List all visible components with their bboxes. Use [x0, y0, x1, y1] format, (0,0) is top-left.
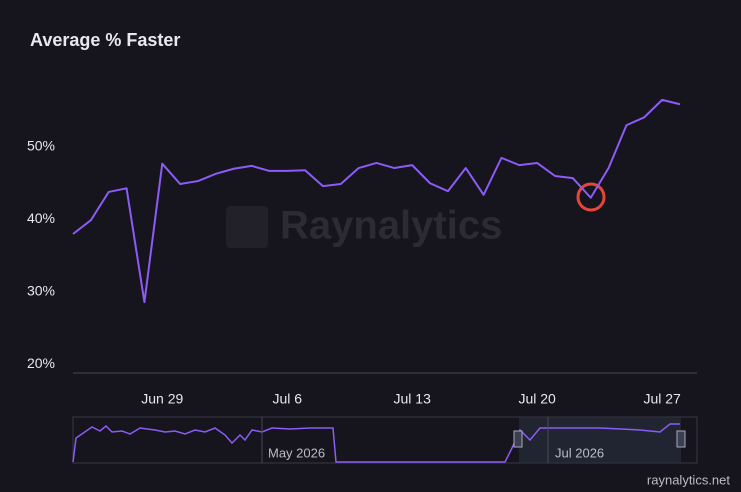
x-tick-label: Jul 20 [518, 391, 556, 407]
chart-title: Average % Faster [30, 30, 180, 50]
y-tick-label: 30% [27, 283, 55, 299]
navigator-label: May 2026 [268, 445, 325, 460]
navigator [72, 416, 698, 464]
navigator-handle[interactable] [513, 430, 523, 448]
source: raynalytics.net [647, 472, 730, 487]
watermark: Raynalytics [280, 204, 502, 248]
highlight-circle [576, 182, 606, 212]
x-tick-label: Jul 13 [394, 391, 432, 407]
y-tick-label: 40% [27, 210, 55, 226]
x-tick-label: Jul 27 [643, 391, 681, 407]
data-line [72, 98, 681, 304]
navigator-line [72, 423, 680, 463]
x-tick-label: Jun 29 [141, 391, 183, 407]
y-tick-label: 20% [27, 355, 55, 371]
navigator-selection [519, 417, 681, 463]
watermark-logo [226, 206, 268, 248]
navigator-handle[interactable] [676, 430, 686, 448]
navigator-label: Jul 2026 [555, 445, 604, 460]
x-tick-label: Jul 6 [272, 391, 302, 407]
y-tick-label: 50% [27, 138, 55, 154]
